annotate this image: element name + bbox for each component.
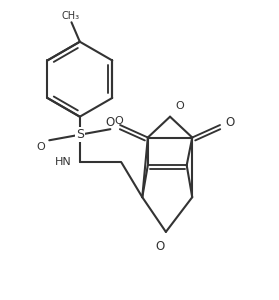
Text: O: O bbox=[225, 116, 235, 129]
Text: O: O bbox=[36, 142, 45, 152]
Text: CH₃: CH₃ bbox=[61, 11, 79, 21]
Text: O: O bbox=[175, 101, 184, 111]
Text: O: O bbox=[105, 116, 114, 129]
Text: HN: HN bbox=[55, 158, 71, 167]
Text: O: O bbox=[114, 116, 123, 126]
Text: O: O bbox=[156, 240, 165, 253]
Text: S: S bbox=[76, 128, 84, 141]
